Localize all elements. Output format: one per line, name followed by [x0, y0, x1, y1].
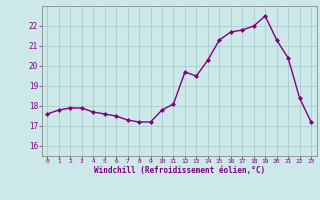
X-axis label: Windchill (Refroidissement éolien,°C): Windchill (Refroidissement éolien,°C) — [94, 166, 265, 175]
